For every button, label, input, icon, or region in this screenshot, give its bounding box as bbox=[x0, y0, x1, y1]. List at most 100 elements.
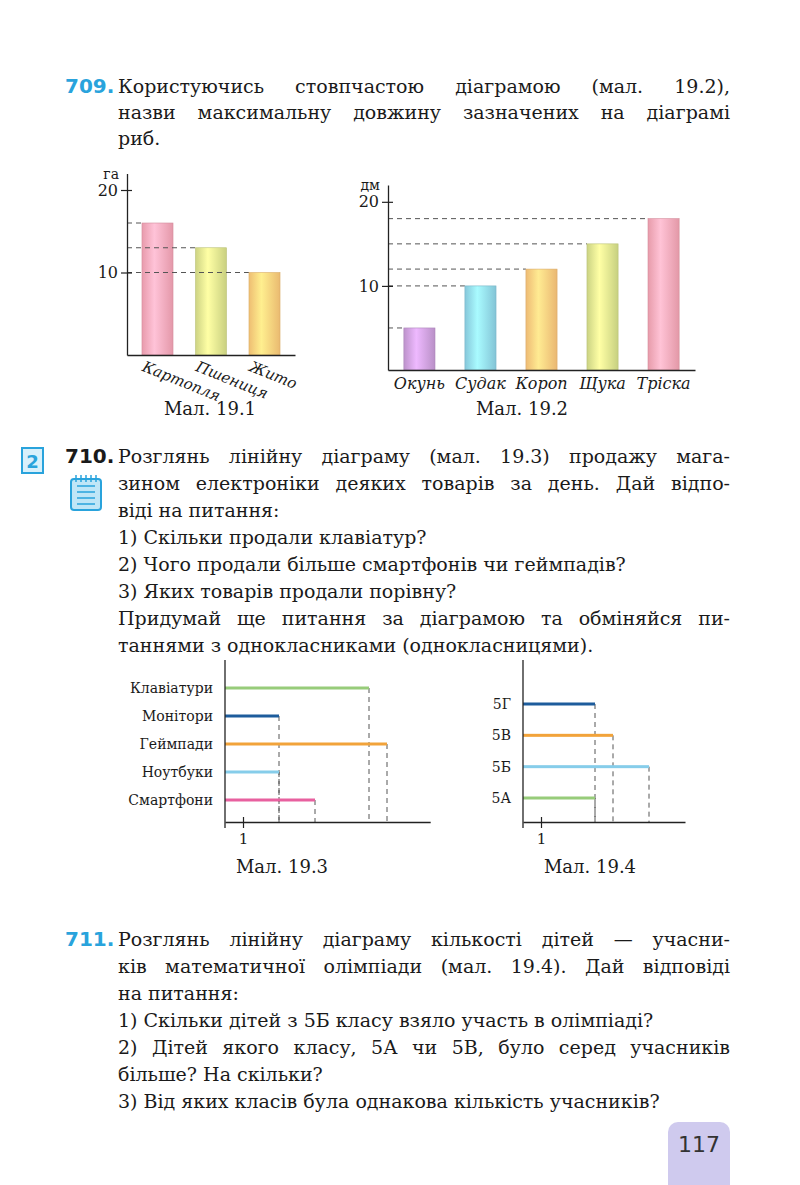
background bbox=[0, 0, 800, 1185]
tick-label: 5Б bbox=[492, 759, 511, 775]
tick: 10 bbox=[359, 277, 393, 296]
tick-label: Жито bbox=[246, 357, 300, 393]
tick: Короп bbox=[514, 374, 567, 393]
bar bbox=[225, 771, 279, 774]
text-line: 3) Від яких класів була однакова кількіс… bbox=[118, 1090, 660, 1112]
tick-mark bbox=[121, 272, 132, 273]
plot-area bbox=[127, 223, 280, 355]
axis-line bbox=[524, 822, 686, 823]
page-number-box bbox=[668, 1122, 730, 1185]
tick-label: Ноутбуки bbox=[142, 764, 213, 780]
exercise-number: 710. bbox=[65, 444, 114, 468]
tick-label: 20 bbox=[98, 181, 118, 200]
tick: Геймпади bbox=[140, 736, 213, 752]
text-line: ків математичної олімпіади (мал. 19.4). … bbox=[118, 955, 730, 977]
x-axis: 1 bbox=[226, 817, 431, 848]
bar bbox=[195, 248, 226, 355]
x-axis: 1 bbox=[524, 817, 686, 848]
tick: 20 bbox=[359, 192, 393, 211]
guide-line bbox=[369, 688, 370, 822]
figure-caption: Мал. 19.1 bbox=[164, 398, 256, 419]
y-axis: КлавіатуриМоніториГеймпадиНоутбукиСмартф… bbox=[128, 680, 213, 808]
text-line: Розглянь лінійну діаграму (мал. 19.3) пр… bbox=[118, 445, 730, 467]
guide-line bbox=[387, 744, 388, 822]
y-axis: 5Г 5В 5Б 5А bbox=[491, 696, 511, 806]
text-line: більше? На скільки? bbox=[118, 1063, 323, 1085]
tick-label: 1 bbox=[239, 830, 249, 848]
figure-caption: Мал. 19.3 bbox=[236, 856, 328, 877]
guide-line bbox=[388, 243, 587, 244]
tick-label: Монітори bbox=[142, 708, 213, 724]
tick: 5А bbox=[491, 790, 511, 806]
axis-unit: дм bbox=[360, 177, 380, 193]
tick: 1 bbox=[239, 817, 249, 848]
tick: Монітори bbox=[142, 708, 213, 724]
text-line: віді на питання: bbox=[118, 499, 280, 521]
text-line: Придумай ще питання за діаграмою та обмі… bbox=[118, 607, 730, 629]
y-axis: 10 20 bbox=[98, 174, 132, 356]
text-line: назви максимальну довжину зазначених на … bbox=[118, 101, 730, 123]
x-axis: ОкуньСудакКоропЩукаТріска bbox=[389, 371, 696, 394]
axis-line bbox=[127, 174, 128, 356]
plot-area bbox=[523, 703, 649, 823]
axis-line bbox=[224, 660, 225, 828]
icon-ring bbox=[80, 475, 82, 482]
text-line: риб. bbox=[118, 127, 160, 149]
tick: 20 bbox=[98, 181, 132, 200]
bar bbox=[225, 687, 369, 690]
tick: 10 bbox=[98, 263, 132, 282]
bar bbox=[225, 799, 315, 802]
text-line: зином електроніки деяких товарів за день… bbox=[118, 472, 730, 494]
icon-ring bbox=[75, 475, 77, 482]
y-axis: 10 20 bbox=[359, 186, 393, 371]
tick-label: 5В bbox=[492, 727, 511, 743]
chart: 1020КартопляПшеницяЖитогаМал. 19.1 bbox=[98, 166, 300, 420]
chart: 1КлавіатуриМоніториГеймпадиНоутбукиСмарт… bbox=[128, 660, 430, 877]
bar bbox=[523, 703, 595, 706]
exercise-number: 709. bbox=[65, 74, 114, 98]
tick-label: Судак bbox=[455, 374, 506, 393]
tick-label: 5Г bbox=[493, 696, 511, 712]
tick-label: Короп bbox=[514, 374, 567, 393]
text-line: 2) Чого продали більше смартфонів чи гей… bbox=[118, 553, 626, 575]
text-line: 3) Яких товарів продали порівну? bbox=[118, 580, 456, 602]
text-line: таннями з однокласниками (однокласницями… bbox=[118, 634, 593, 656]
axis-line bbox=[226, 822, 431, 823]
tick: Жито bbox=[246, 357, 300, 393]
page: 709.Користуючись стовпчастою діаграмою (… bbox=[0, 0, 800, 1185]
text-line: 1) Скільки продали клавіатур? bbox=[118, 526, 427, 548]
bar bbox=[523, 765, 649, 768]
tick: Судак bbox=[455, 374, 506, 393]
guide-line bbox=[649, 767, 650, 822]
tick-label: Тріска bbox=[637, 374, 691, 393]
tick-mark bbox=[382, 286, 393, 287]
exercise-number: 711. bbox=[65, 927, 114, 951]
tick: Смартфони bbox=[128, 792, 213, 808]
bar bbox=[142, 223, 173, 355]
text-line: 2) Дітей якого класу, 5А чи 5В, було сер… bbox=[118, 1036, 730, 1058]
guide-line bbox=[388, 218, 648, 219]
icon-line bbox=[77, 491, 95, 493]
guide-line bbox=[595, 704, 596, 822]
page-number: 117 bbox=[678, 1132, 720, 1157]
bar bbox=[225, 715, 279, 718]
exercise: 710.2Розглянь лінійну діаграму (мал. 19.… bbox=[22, 444, 730, 656]
tick-label: 1 bbox=[537, 830, 547, 848]
icon-ring bbox=[95, 475, 97, 482]
guide-line bbox=[279, 772, 280, 822]
icon-line bbox=[77, 503, 95, 505]
bar bbox=[523, 734, 613, 737]
axis-line bbox=[389, 370, 696, 371]
chart: 1020ОкуньСудакКоропЩукаТріскадмМал. 19.2 bbox=[359, 177, 696, 419]
text-line: Користуючись стовпчастою діаграмою (мал.… bbox=[118, 75, 730, 97]
bar bbox=[648, 219, 679, 370]
plot-area bbox=[388, 219, 679, 370]
axis-line bbox=[128, 355, 296, 356]
tick-label: 5А bbox=[491, 790, 511, 806]
guide-line bbox=[388, 327, 404, 328]
level-badge bbox=[22, 448, 43, 473]
guide-line bbox=[388, 269, 526, 270]
guide-line bbox=[388, 285, 465, 286]
axis-line bbox=[522, 660, 523, 828]
tick: Тріска bbox=[637, 374, 691, 393]
